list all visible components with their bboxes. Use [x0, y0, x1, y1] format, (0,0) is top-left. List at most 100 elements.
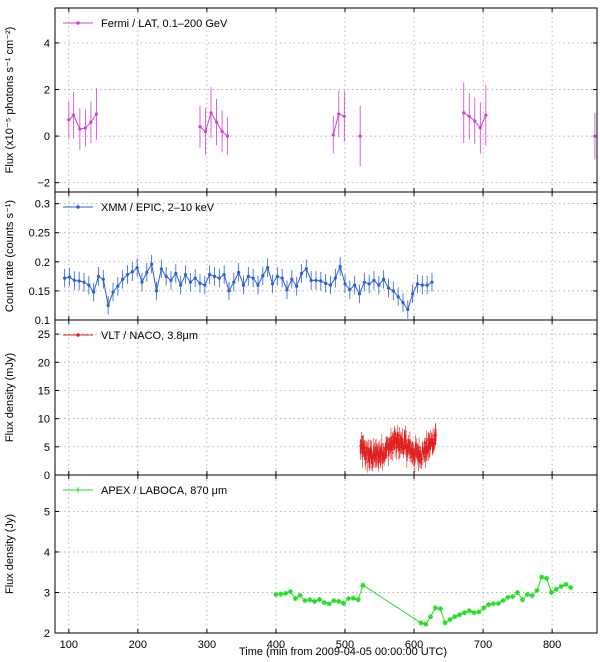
series-line: [199, 111, 228, 137]
data-point: [82, 280, 86, 284]
data-point: [405, 439, 408, 442]
data-point: [359, 451, 362, 454]
data-point: [394, 446, 397, 448]
data-point: [377, 283, 381, 287]
data-point: [495, 600, 501, 607]
data-point: [401, 447, 403, 450]
data-point: [309, 278, 313, 283]
data-point: [295, 284, 299, 288]
data-point: [409, 446, 412, 448]
x-tick-label: 100: [60, 639, 78, 651]
panel-frame: [54, 319, 598, 476]
data-point: [67, 118, 71, 122]
y-tick-label: 0: [44, 131, 50, 143]
data-point: [394, 433, 397, 435]
data-point: [278, 591, 284, 597]
data-point: [558, 583, 564, 590]
data-point: [382, 277, 386, 281]
data-point: [543, 575, 550, 581]
y-tick-label: 4: [44, 38, 50, 50]
data-point: [462, 111, 466, 115]
data-point: [405, 455, 408, 458]
data-point: [382, 457, 385, 459]
data-point: [377, 452, 380, 455]
data-point: [486, 602, 492, 608]
data-point: [154, 289, 159, 293]
data-point: [432, 434, 434, 437]
data-point: [461, 610, 468, 616]
data-point: [336, 598, 342, 604]
data-point: [174, 271, 178, 276]
data-point: [116, 284, 120, 288]
data-point: [386, 440, 389, 443]
data-point: [413, 459, 416, 462]
data-point: [337, 112, 341, 116]
legend-marker-sample: [76, 21, 80, 25]
x-tick-label: 600: [405, 639, 423, 651]
data-point: [208, 273, 212, 277]
data-point: [431, 444, 434, 447]
data-point: [369, 448, 372, 451]
data-point: [237, 270, 241, 274]
data-point: [419, 454, 422, 457]
data-point: [473, 119, 477, 123]
data-point: [432, 605, 439, 611]
data-point: [385, 448, 388, 451]
data-point: [385, 442, 387, 445]
data-point: [353, 283, 357, 287]
data-point: [373, 450, 376, 453]
data-point: [382, 455, 384, 458]
data-point: [241, 283, 246, 287]
data-point: [380, 443, 383, 446]
data-point: [379, 449, 381, 452]
data-point: [406, 446, 409, 449]
panel-fermi: −2 0 2 4 Flux (x10⁻⁵ photons s⁻¹ cm⁻²) Fermi …: [4, 7, 598, 193]
data-point: [372, 446, 375, 449]
data-point: [324, 281, 328, 285]
series-naco: [359, 422, 438, 473]
data-point: [420, 283, 424, 287]
y-tick-label: 2: [44, 628, 50, 640]
data-point: [372, 457, 374, 460]
data-point: [77, 279, 81, 283]
legend-label: XMM / EPIC, 2–10 keV: [101, 202, 215, 214]
data-point: [383, 458, 386, 461]
data-point: [372, 278, 376, 283]
data-point: [500, 597, 506, 604]
data-point: [415, 449, 417, 452]
data-point: [386, 442, 389, 445]
series-xmm: [63, 254, 434, 319]
data-point: [203, 283, 207, 287]
data-point: [593, 134, 597, 138]
data-point: [198, 281, 202, 285]
data-point: [429, 447, 431, 450]
data-point: [452, 614, 458, 620]
data-point: [145, 270, 149, 274]
y-tick-label: 10: [38, 414, 50, 426]
data-point: [212, 274, 217, 278]
data-point: [424, 441, 427, 444]
data-point: [341, 600, 347, 607]
data-point: [563, 581, 569, 587]
data-point: [534, 587, 540, 594]
data-point: [92, 290, 96, 294]
data-point: [342, 114, 346, 118]
data-point: [362, 280, 366, 284]
data-point: [404, 436, 407, 439]
x-tick-label: 200: [129, 639, 147, 651]
data-point: [418, 445, 420, 448]
data-point: [430, 280, 434, 284]
data-point: [418, 461, 421, 464]
legend-marker-sample: [76, 333, 80, 337]
x-tick-label: 400: [267, 639, 285, 651]
data-point: [435, 434, 438, 437]
data-point: [398, 449, 401, 452]
data-point: [227, 289, 231, 293]
y-tick-label: 5: [44, 442, 50, 454]
x-tick-label: 300: [198, 639, 216, 651]
data-point: [188, 280, 192, 284]
data-point: [164, 274, 168, 278]
data-point: [427, 437, 430, 440]
data-point: [363, 454, 366, 457]
data-point: [412, 448, 414, 451]
